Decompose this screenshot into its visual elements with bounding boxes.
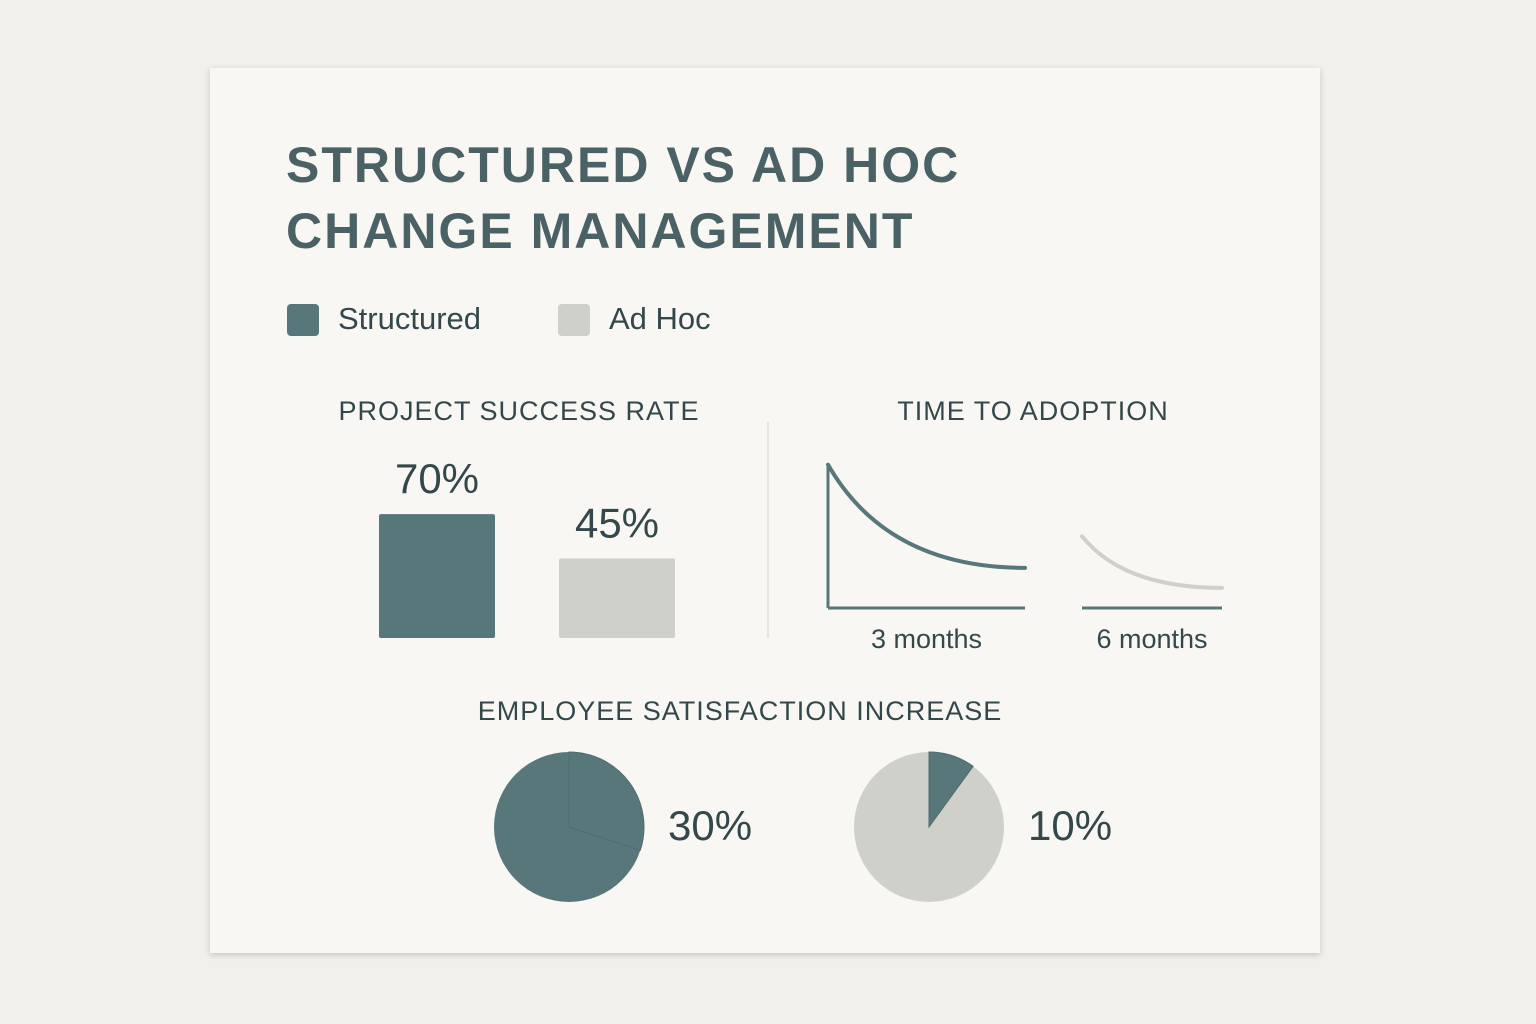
period-label: 3 months: [871, 624, 982, 654]
period-label: 6 months: [1096, 624, 1207, 654]
legend-label: Ad Hoc: [609, 301, 711, 336]
legend-swatch: [558, 304, 590, 336]
value-label: 30%: [668, 802, 752, 849]
value-label: 45%: [575, 499, 659, 546]
card: [210, 68, 1320, 953]
chart-title: EMPLOYEE SATISFACTION INCREASE: [478, 696, 1003, 726]
adoption-curve: [1080, 534, 1224, 590]
pie-wedge: [568, 751, 645, 851]
pie-wedge: [928, 751, 974, 829]
chart-title: PROJECT SUCCESS RATE: [338, 396, 699, 426]
adoption-curve: [826, 462, 1027, 570]
value-label: 10%: [1028, 802, 1112, 849]
legend-label: Structured: [338, 301, 481, 336]
bar: [379, 514, 495, 638]
legend-swatch: [287, 304, 319, 336]
title: STRUCTURED VS AD HOC CHANGE MANAGEMENT: [286, 137, 961, 259]
value-label: 70%: [395, 455, 479, 502]
chart-title: TIME TO ADOPTION: [897, 396, 1169, 426]
bar: [559, 558, 675, 638]
